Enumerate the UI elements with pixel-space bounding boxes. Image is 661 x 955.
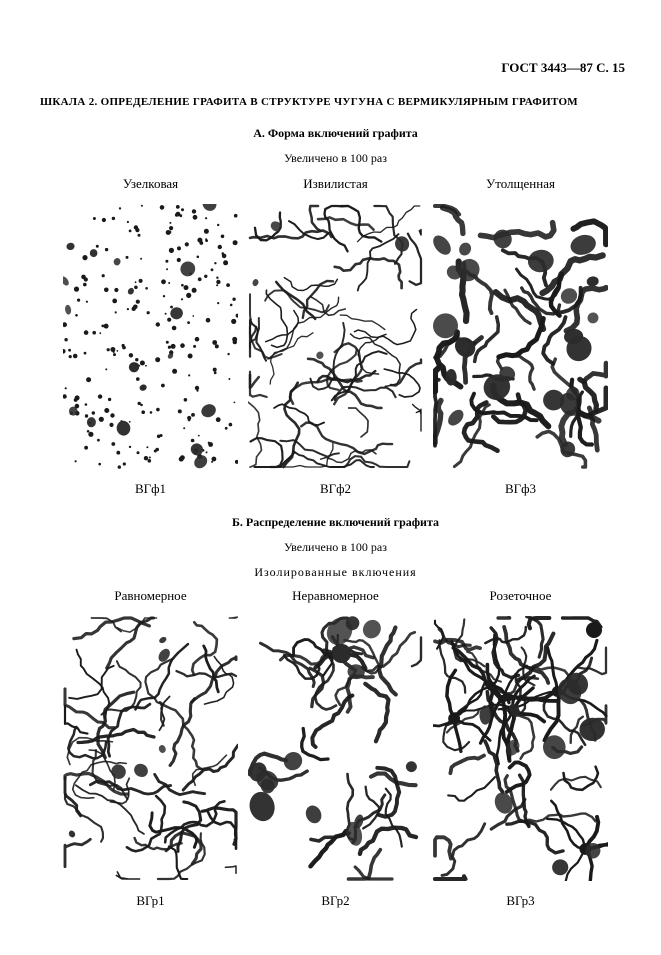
micrograph-panel [63,204,238,469]
panel-code: ВГр3 [433,893,608,909]
col-label: Розеточное [433,588,608,604]
page-header: ГОСТ 3443—87 С. 15 [40,60,631,76]
panel-code: ВГф3 [433,481,608,497]
section-b-heading: Б. Распределение включений графита [40,515,631,530]
section-a-magnification: Увеличено в 100 раз [40,151,631,166]
section-b-subheading: Изолированные включения [40,565,631,580]
section-b: Б. Распределение включений графита Увели… [40,515,631,909]
section-a-codes-row: ВГф1 ВГф2 ВГф3 [40,475,631,497]
scale-title: ШКАЛА 2. ОПРЕДЕЛЕНИЕ ГРАФИТА В СТРУКТУРЕ… [40,96,631,108]
col-label: Узелковая [63,176,238,192]
micrograph-panel [433,616,608,881]
section-b-magnification: Увеличено в 100 раз [40,540,631,555]
section-a-labels-row: Узелковая Извилистая Утолщенная [40,176,631,198]
panel-code: ВГр1 [63,893,238,909]
panel-code: ВГр2 [248,893,423,909]
micrograph-panel [63,616,238,881]
panel-code: ВГф2 [248,481,423,497]
section-b-codes-row: ВГр1 ВГр2 ВГр3 [40,887,631,909]
micrograph-panel [433,204,608,469]
section-a-heading: А. Форма включений графита [40,126,631,141]
col-label: Равномерное [63,588,238,604]
micrograph-panel [248,616,423,881]
section-b-swatches-row [40,616,631,881]
micrograph-panel [248,204,423,469]
page: ГОСТ 3443—87 С. 15 ШКАЛА 2. ОПРЕДЕЛЕНИЕ … [0,0,661,955]
section-a-swatches-row [40,204,631,469]
col-label: Утолщенная [433,176,608,192]
col-label: Неравномерное [248,588,423,604]
panel-code: ВГф1 [63,481,238,497]
col-label: Извилистая [248,176,423,192]
section-b-labels-row: Равномерное Неравномерное Розеточное [40,588,631,610]
